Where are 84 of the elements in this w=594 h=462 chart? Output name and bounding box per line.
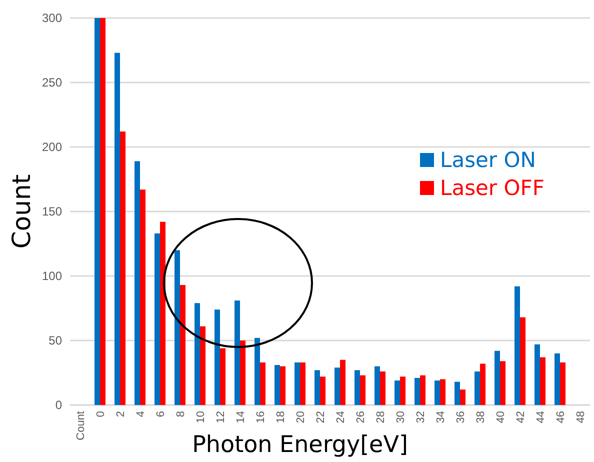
bar bbox=[194, 303, 200, 405]
bar bbox=[414, 378, 420, 405]
x-tick-label: 36 bbox=[454, 411, 467, 424]
bar bbox=[340, 360, 346, 405]
x-axis-title: Photon Energy[eV] bbox=[192, 432, 408, 458]
bar bbox=[154, 233, 160, 405]
x-tick-label: 0 bbox=[94, 411, 107, 418]
bar bbox=[454, 382, 460, 405]
bar bbox=[220, 348, 226, 405]
bar bbox=[254, 338, 260, 405]
x-tick-label: 26 bbox=[354, 411, 367, 424]
x-tick-label: 20 bbox=[294, 411, 307, 424]
bar bbox=[480, 364, 486, 405]
x-tick-label: Count bbox=[74, 411, 87, 440]
bar bbox=[460, 390, 466, 405]
bar bbox=[300, 362, 306, 405]
x-tick-label: 4 bbox=[134, 411, 147, 418]
x-tick-label: 28 bbox=[374, 411, 387, 424]
x-tick-label: 14 bbox=[234, 411, 247, 424]
bar bbox=[314, 370, 320, 405]
bar bbox=[294, 362, 300, 405]
bar bbox=[100, 18, 106, 405]
y-tick-label: 150 bbox=[42, 204, 62, 218]
bar bbox=[374, 366, 380, 405]
y-tick-label: 300 bbox=[42, 10, 62, 25]
x-tick-label: 42 bbox=[514, 411, 527, 424]
x-tick-label: 2 bbox=[114, 411, 127, 418]
x-tick-label: 18 bbox=[274, 411, 287, 424]
x-tick-label: 32 bbox=[414, 411, 427, 424]
bar bbox=[560, 362, 566, 405]
bar bbox=[334, 368, 340, 405]
x-tick-label: 46 bbox=[554, 411, 567, 424]
y-tick-label: 100 bbox=[42, 268, 62, 283]
bar bbox=[420, 375, 426, 405]
bar bbox=[234, 300, 240, 405]
bar bbox=[380, 371, 386, 405]
bar bbox=[160, 222, 166, 405]
x-tick-label: 34 bbox=[434, 411, 447, 424]
bar bbox=[400, 376, 406, 405]
bar bbox=[394, 380, 400, 405]
bar bbox=[360, 375, 366, 405]
bar bbox=[180, 285, 186, 405]
bar bbox=[214, 310, 220, 405]
y-tick-label: 50 bbox=[48, 333, 62, 348]
legend-label: Laser ON bbox=[440, 148, 536, 172]
bar bbox=[140, 190, 146, 405]
x-tick-label: 22 bbox=[314, 411, 327, 424]
bar bbox=[520, 317, 526, 405]
bar bbox=[134, 161, 140, 405]
x-tick-label: 12 bbox=[214, 411, 227, 424]
bar bbox=[434, 380, 440, 405]
y-axis-title: Count bbox=[7, 174, 36, 249]
bar bbox=[200, 326, 206, 405]
bar bbox=[474, 371, 480, 405]
x-tick-label: 38 bbox=[474, 411, 487, 424]
bar bbox=[554, 353, 560, 405]
bar bbox=[514, 286, 520, 405]
bar bbox=[114, 52, 120, 405]
x-tick-label: 6 bbox=[154, 411, 167, 418]
bar bbox=[440, 379, 446, 405]
bar bbox=[494, 350, 500, 405]
legend-label: Laser OFF bbox=[440, 176, 544, 200]
bar bbox=[534, 344, 540, 405]
x-tick-label: 8 bbox=[174, 411, 187, 418]
bar bbox=[94, 18, 100, 405]
bar bbox=[280, 366, 286, 405]
bar bbox=[500, 361, 506, 405]
bar bbox=[320, 376, 326, 405]
bar bbox=[260, 362, 266, 405]
bar bbox=[354, 370, 360, 405]
x-tick-label: 48 bbox=[574, 411, 587, 424]
bar bbox=[274, 365, 280, 405]
y-tick-label: 250 bbox=[42, 75, 62, 90]
y-tick-label: 200 bbox=[42, 140, 62, 154]
x-tick-label: 30 bbox=[394, 411, 407, 424]
x-tick-label: 24 bbox=[334, 411, 347, 424]
bar bbox=[240, 340, 246, 405]
x-tick-label: 44 bbox=[534, 411, 547, 424]
x-tick-label: 10 bbox=[194, 411, 207, 424]
bar bbox=[174, 250, 180, 405]
x-tick-label: 40 bbox=[494, 411, 507, 424]
bar bbox=[120, 132, 126, 405]
x-tick-label: 16 bbox=[254, 411, 267, 424]
bar bbox=[540, 357, 546, 405]
